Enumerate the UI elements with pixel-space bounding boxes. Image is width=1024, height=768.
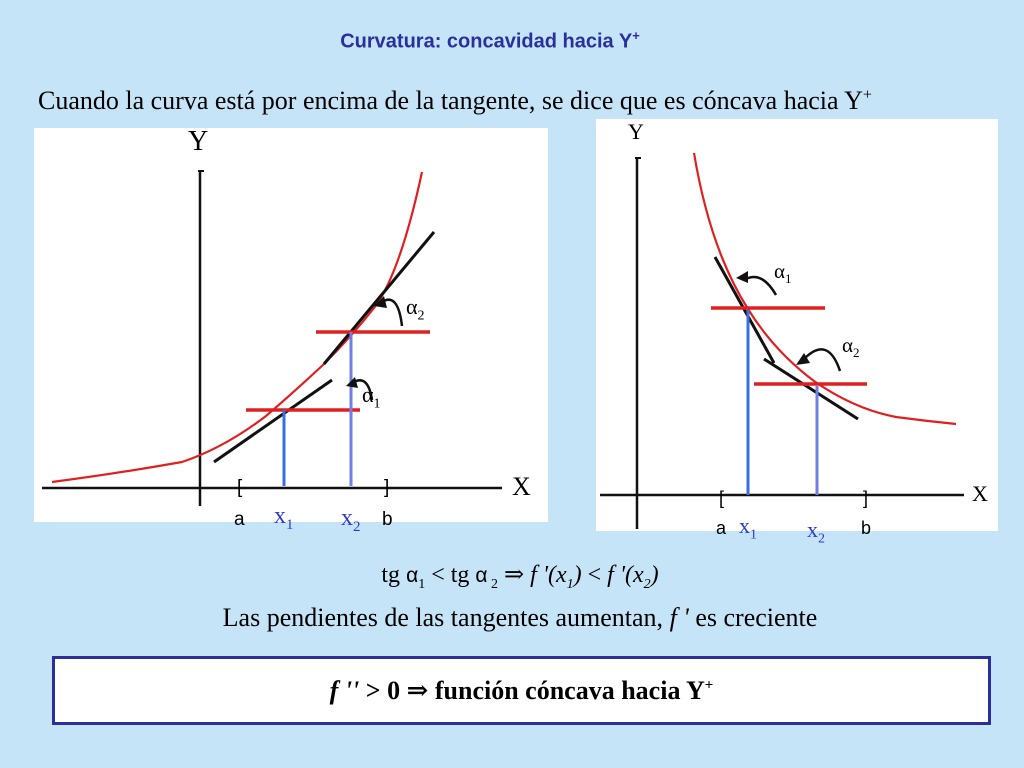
tangent-line-1: [213, 378, 333, 464]
label-a: a: [234, 509, 245, 530]
right-diagram-panel: Y X [ ] a b x1 x2 α1 α2: [596, 119, 998, 546]
left-diagram-svg: [42, 170, 502, 506]
x-axis-label: X: [512, 472, 531, 501]
tangent-line-2: [322, 231, 436, 365]
angle-arrowhead-alpha1: [736, 271, 748, 283]
page-title: Curvatura: concavidad hacia Y+: [340, 28, 640, 53]
x-axis-label: X: [972, 481, 988, 506]
interval-close-bracket: ]: [384, 477, 390, 498]
slopes-increase-statement: Las pendientes de las tangentes aumentan…: [222, 603, 818, 632]
y-axis-label: Y: [188, 126, 209, 157]
concave-up-curve: [692, 152, 957, 426]
convex-curve: [51, 171, 424, 484]
interval-close-bracket: ]: [863, 488, 869, 508]
tangent-line-2: [763, 357, 859, 421]
angle-arc-alpha1: [745, 275, 778, 296]
conclusion-text: f '' > 0 ⇒ función cóncava hacia Y+: [329, 675, 714, 705]
angle-arrowhead-alpha2: [374, 296, 387, 308]
label-b: b: [382, 509, 393, 530]
y-axis-label: Y: [628, 119, 644, 144]
label-x1: x1: [739, 513, 757, 543]
angle-arrowhead-alpha2: [796, 353, 810, 365]
tangent-line-1: [713, 256, 776, 364]
conclusion-box: f '' > 0 ⇒ función cóncava hacia Y+: [52, 656, 991, 725]
concavity-definition: Cuando la curva está por encima de la ta…: [38, 86, 872, 115]
slope-comparison-formula: tg α1 < tg α 2 ⇒ f '(x1) < f '(x2): [381, 562, 659, 592]
interval-open-bracket: [: [719, 488, 725, 508]
label-x1: x1: [274, 503, 294, 533]
label-x2: x2: [807, 517, 825, 547]
angle-arrowhead-alpha1: [346, 377, 358, 388]
label-x2: x2: [341, 505, 361, 535]
right-diagram-svg: [600, 152, 964, 529]
label-alpha1: α1: [774, 259, 792, 287]
left-diagram-panel: Y X [ ] a b x1 x2 α1 α2: [34, 126, 548, 534]
interval-open-bracket: [: [237, 477, 243, 498]
angle-arc-alpha2: [803, 348, 842, 372]
label-alpha2: α2: [406, 294, 425, 324]
label-a: a: [716, 518, 727, 538]
label-alpha1: α1: [362, 382, 381, 412]
label-b: b: [861, 518, 872, 538]
label-alpha2: α2: [842, 333, 860, 361]
